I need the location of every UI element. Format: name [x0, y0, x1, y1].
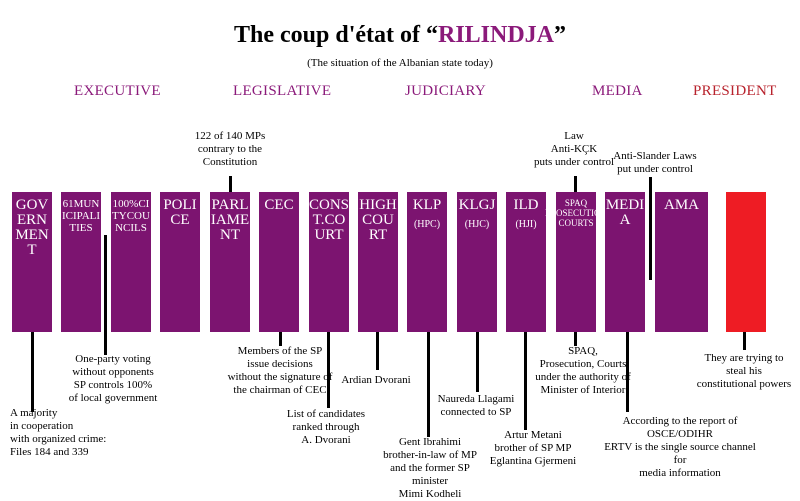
category-legislative: LEGISLATIVE: [233, 83, 332, 99]
column-klp: KLP (HPC): [407, 192, 447, 332]
connector-high-court: [376, 332, 379, 370]
connector-const-court: [327, 332, 330, 408]
note-klp: Gent Ibrahimi brother-in-law of MP and t…: [383, 436, 477, 500]
connector-president: [743, 332, 746, 350]
note-ild: Artur Metani brother of SP MP Eglantina …: [489, 429, 577, 467]
note-president: They are trying to steal his constitutio…: [696, 352, 792, 390]
column-parliament: PARLIAMENT: [210, 192, 250, 332]
column-police: POLICE: [160, 192, 200, 332]
page-subtitle: (The situation of the Albanian state tod…: [307, 57, 493, 69]
connector-ama: [649, 177, 652, 280]
connector-spaq: [574, 332, 577, 346]
note-klgj: Naureda Llagami connected to SP: [437, 393, 515, 418]
title-highlight: RILINDJA: [437, 22, 554, 48]
note-cec: Members of the SP issue decisions withou…: [227, 345, 333, 396]
connector-spaq-top: [574, 176, 577, 192]
note-spaq: SPAQ, Prosecution, Courts under the auth…: [535, 345, 631, 396]
connector-municipalities: [104, 235, 107, 355]
category-judiciary: JUDICIARY: [405, 83, 487, 99]
column-klgj: KLGJ (HJC): [457, 192, 497, 332]
note-media: According to the report of OSCE/ODIHR ER…: [604, 415, 756, 479]
column-president: [726, 192, 766, 332]
page-title: The coup d'état of “RILINDJA”: [233, 22, 566, 48]
connector-cec: [279, 332, 282, 346]
connector-klgj: [476, 332, 479, 392]
note-parliament: 122 of 140 MPs contrary to the Constitut…: [194, 130, 266, 168]
column-municipalities: 61MUNICIPALITIES: [61, 192, 101, 332]
connector-parliament: [229, 176, 232, 192]
note-spaq-law: Law Anti-KÇK puts under control: [533, 130, 615, 168]
column-city-councils: 100%CITYCOUNCILS: [111, 192, 151, 332]
connector-klp: [427, 332, 430, 437]
column-high-court: HIGHCOURT: [358, 192, 398, 332]
column-spaq: SPAQ PROSECUTION COURTS: [545, 192, 607, 332]
column-cec: CEC: [259, 192, 299, 332]
column-ild: ILD (HJI): [506, 192, 546, 332]
column-government: GOVERNMENT: [12, 192, 52, 332]
note-municipalities: One-party voting without opponents SP co…: [68, 353, 158, 404]
column-const-court: CONST.COURT: [309, 192, 349, 332]
connector-ild: [524, 332, 527, 430]
note-high-court: Ardian Dvorani: [341, 374, 411, 386]
note-government: A majority in cooperation with organized…: [10, 407, 107, 458]
category-president: PRESIDENT: [693, 83, 777, 99]
note-const-court: List of candidates ranked through A. Dvo…: [286, 408, 366, 446]
category-media: MEDIA: [592, 83, 643, 99]
note-anti-slander: Anti-Slander Laws put under control: [613, 150, 697, 175]
connector-government: [31, 332, 34, 412]
category-executive: EXECUTIVE: [74, 83, 161, 99]
connector-media: [626, 332, 629, 412]
column-media: MEDIA: [605, 192, 645, 332]
column-ama: AMA: [655, 192, 708, 332]
